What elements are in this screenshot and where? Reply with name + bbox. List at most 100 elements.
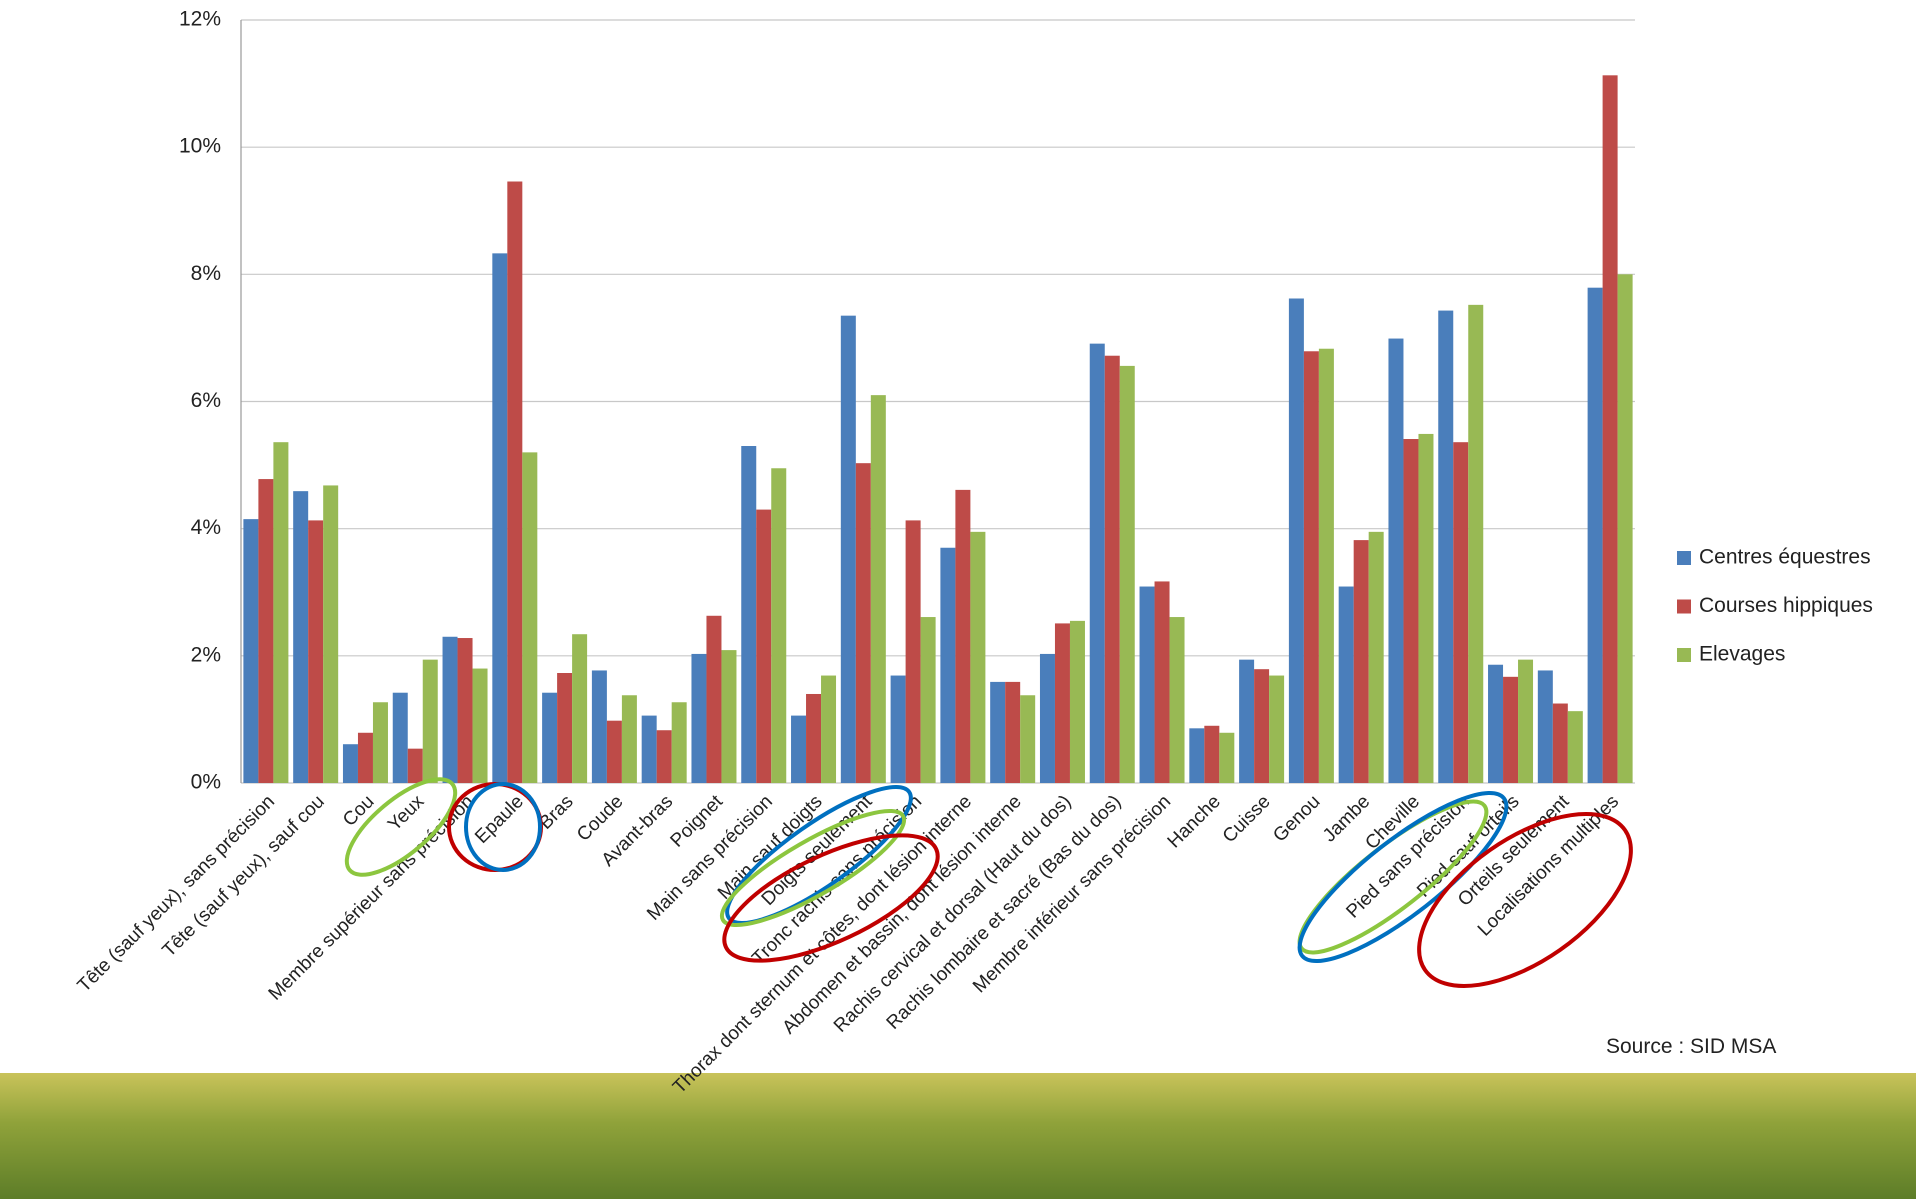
bar: [293, 491, 309, 783]
bar: [1552, 703, 1568, 783]
bar: [1453, 442, 1469, 783]
bar: [407, 748, 423, 783]
bar: [258, 479, 274, 783]
bar: [671, 702, 687, 783]
x-tick-label: Tête (sauf yeux), sans précision: [74, 791, 279, 996]
bar: [905, 520, 921, 783]
y-tick-label: 2%: [191, 643, 221, 666]
bar: [357, 732, 373, 783]
bar: [1587, 287, 1603, 783]
x-tick-label: Cou: [339, 791, 378, 830]
bar: [1368, 531, 1384, 783]
bar: [1204, 725, 1220, 783]
bar: [771, 468, 787, 783]
bar: [791, 715, 807, 783]
bar: [1602, 75, 1618, 783]
bar: [840, 315, 856, 783]
bar: [1418, 433, 1434, 783]
x-tick-label: Cuisse: [1219, 791, 1275, 847]
bar: [1104, 355, 1120, 783]
bar: [1567, 711, 1583, 783]
bar: [1189, 728, 1205, 783]
bar: [691, 653, 707, 783]
legend-label: Elevages: [1699, 643, 1785, 666]
plot-area: 0% 2% 4% 6% 8% 10% 12% Tête (sauf yeux), sans p…: [74, 8, 1873, 1099]
bar: [890, 675, 906, 783]
bar: [1119, 365, 1135, 783]
bar: [1154, 581, 1170, 783]
bar: [990, 681, 1006, 783]
highlight-ellipse: [464, 782, 542, 872]
x-tick-label: Hanche: [1164, 791, 1225, 852]
bar: [1169, 617, 1185, 783]
bar: [522, 452, 538, 783]
bar: [1139, 586, 1155, 783]
bar: [457, 638, 473, 783]
legend-label: Courses hippiques: [1699, 594, 1873, 617]
grass-background: [0, 1073, 1916, 1199]
bar: [621, 695, 637, 783]
bar: [1503, 676, 1519, 783]
bar: [1219, 732, 1235, 783]
bar: [557, 673, 573, 783]
bar: [492, 253, 508, 783]
bar: [1537, 670, 1553, 783]
bar: [1617, 274, 1633, 783]
bar: [855, 463, 871, 783]
bar: [940, 547, 956, 783]
highlight-ellipse: [719, 808, 907, 928]
bar: [920, 617, 936, 783]
bar: [1468, 304, 1484, 783]
bar: [1288, 298, 1304, 783]
source-note: Source : SID MSA: [1606, 1035, 1776, 1058]
bar: [870, 395, 886, 783]
bar: [472, 668, 488, 783]
bar: [572, 634, 588, 783]
bar: [721, 650, 737, 783]
bar: [1054, 623, 1070, 783]
bar: [806, 693, 822, 783]
y-tick-label: 6%: [191, 389, 221, 412]
legend-swatch: [1677, 551, 1691, 565]
bar: [1303, 351, 1319, 783]
bar: [392, 692, 408, 783]
y-tick-label: 10%: [179, 135, 221, 158]
highlight-ellipse: [725, 784, 913, 926]
bar: [1488, 664, 1504, 783]
bar: [1069, 620, 1085, 783]
legend-label: Centres équestres: [1699, 546, 1871, 569]
bar: [1269, 675, 1285, 783]
bar: [1318, 348, 1334, 783]
bar: [706, 615, 722, 783]
bar: [1239, 659, 1255, 783]
bar: [1353, 540, 1369, 783]
bar: [606, 720, 622, 783]
bar: [1438, 310, 1454, 783]
y-tick-label: 8%: [191, 262, 221, 285]
bar: [342, 744, 358, 783]
x-tick-label: Epaule: [471, 791, 528, 848]
bar: [1338, 586, 1354, 783]
bar: [1089, 343, 1105, 783]
highlight-ellipse: [1297, 790, 1509, 964]
bar: [1020, 695, 1036, 783]
bar: [641, 715, 657, 783]
bar: [591, 670, 607, 783]
bar: [970, 531, 986, 783]
bar: [1388, 338, 1404, 783]
highlight-ellipse: [344, 777, 458, 877]
bar: [507, 181, 523, 784]
highlight-ellipse: [722, 833, 940, 963]
x-tick-label: Genou: [1269, 791, 1324, 846]
legend-swatch: [1677, 648, 1691, 662]
bar: [323, 485, 339, 783]
bar: [542, 692, 558, 783]
bar: [741, 446, 757, 783]
bar: [442, 636, 458, 783]
bar: [1518, 659, 1534, 783]
bar: [1403, 439, 1419, 783]
bar: [1254, 669, 1270, 783]
bar: [243, 519, 259, 783]
bar: [955, 489, 971, 783]
